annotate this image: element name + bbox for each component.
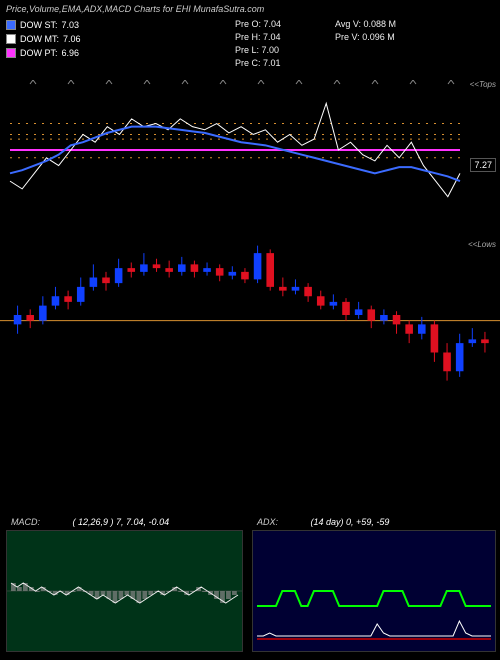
macd-chart	[7, 531, 242, 651]
legend-mt-swatch	[6, 34, 16, 44]
stats-col2: Avg V: 0.088 M Pre V: 0.096 M	[335, 18, 396, 44]
price-panel-label: <<Tops	[470, 80, 496, 89]
price-tag: 7.27	[470, 158, 496, 172]
price-panel: <<Tops 7.27	[0, 80, 500, 220]
legend-pt-swatch	[6, 48, 16, 58]
legend-pt-label: DOW PT:	[20, 46, 58, 60]
legend-mt: DOW MT: 7.06	[6, 32, 81, 46]
legend-pt: DOW PT: 6.96	[6, 46, 81, 60]
macd-panel: MACD: ( 12,26,9 ) 7, 7.04, -0.04	[6, 530, 243, 652]
stats-col1: Pre O: 7.04 Pre H: 7.04 Pre L: 7.00 Pre …	[235, 18, 281, 70]
legend-mt-value: 7.06	[63, 32, 81, 46]
legend: DOW ST: 7.03 DOW MT: 7.06 DOW PT: 6.96	[6, 18, 81, 60]
legend-st-value: 7.03	[62, 18, 80, 32]
legend-pt-value: 6.96	[62, 46, 80, 60]
macd-title: MACD: ( 12,26,9 ) 7, 7.04, -0.04	[11, 517, 169, 527]
legend-st: DOW ST: 7.03	[6, 18, 81, 32]
legend-st-swatch	[6, 20, 16, 30]
candle-panel: <<Lows	[0, 240, 500, 390]
legend-st-label: DOW ST:	[20, 18, 58, 32]
adx-panel: ADX: (14 day) 0, +59, -59	[252, 530, 496, 652]
adx-chart	[253, 531, 495, 651]
candle-chart	[0, 240, 500, 390]
legend-mt-label: DOW MT:	[20, 32, 59, 46]
price-chart	[0, 80, 500, 220]
chart-title: Price,Volume,EMA,ADX,MACD Charts for EHI…	[6, 4, 264, 14]
adx-title: ADX: (14 day) 0, +59, -59	[257, 517, 389, 527]
candle-panel-label: <<Lows	[468, 240, 496, 249]
